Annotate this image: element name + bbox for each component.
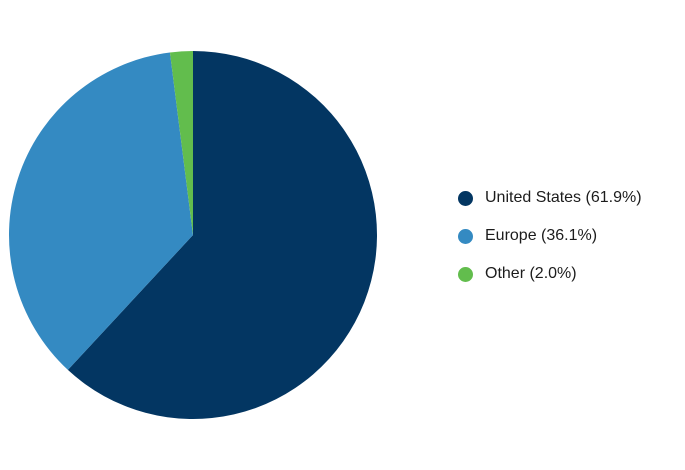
legend-swatch-united-states xyxy=(458,190,473,206)
legend-swatch-europe xyxy=(458,228,473,244)
legend-item-united-states: United States (61.9%) xyxy=(458,185,642,211)
legend-item-other: Other (2.0%) xyxy=(458,261,642,287)
legend-label-united-states: United States (61.9%) xyxy=(485,189,642,206)
pie-slice-europe xyxy=(8,52,194,370)
legend-label-europe: Europe (36.1%) xyxy=(485,227,598,244)
pie-slice-united-states xyxy=(67,51,378,419)
legend-item-europe: Europe (36.1%) xyxy=(458,223,642,249)
legend-swatch-other xyxy=(458,266,473,282)
pie-chart xyxy=(8,51,378,419)
legend-label-other: Other (2.0%) xyxy=(485,265,577,282)
pie-slice-other xyxy=(169,51,193,235)
legend: United States (61.9%) Europe (36.1%) Oth… xyxy=(458,185,642,299)
